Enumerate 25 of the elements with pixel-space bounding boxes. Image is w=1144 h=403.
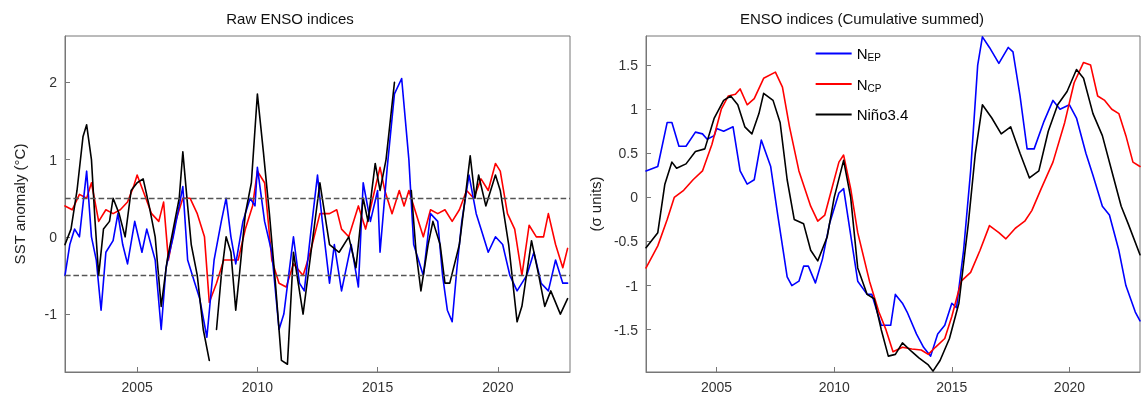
y-tick-label: 0 (630, 189, 639, 206)
y-tick-label: 1 (630, 101, 639, 118)
chart-title: Raw ENSO indices (226, 10, 354, 27)
chart-title: ENSO indices (Cumulative summed) (739, 10, 985, 27)
y-tick-label: -1 (44, 306, 58, 323)
x-tick-label: 2015 (936, 379, 968, 395)
legend-label: Niño3.4 (856, 106, 909, 123)
y-tick-label: 1.5 (618, 57, 639, 74)
x-tick-label: 2005 (121, 379, 153, 395)
x-tick-label: 2010 (241, 379, 274, 395)
y-tick-label: -0.5 (613, 233, 639, 250)
y-tick-label: -1 (625, 277, 639, 294)
x-tick-label: 2020 (482, 379, 514, 395)
x-tick-label: 2015 (362, 379, 394, 395)
x-tick-label: 2010 (818, 379, 850, 395)
x-tick-label: 2020 (1053, 379, 1086, 395)
y-axis-title: (σ units) (587, 176, 604, 232)
y-tick-label: -1.5 (613, 321, 639, 338)
x-tick-label: 2005 (701, 379, 733, 395)
line-series (64, 162, 569, 304)
y-axis-title: SST anomaly (°C) (11, 143, 28, 265)
y-tick-label: 0 (49, 228, 58, 245)
y-tick-label: 2 (49, 74, 58, 91)
y-tick-label: 1 (49, 151, 58, 168)
y-tick-label: 0.5 (618, 145, 639, 162)
